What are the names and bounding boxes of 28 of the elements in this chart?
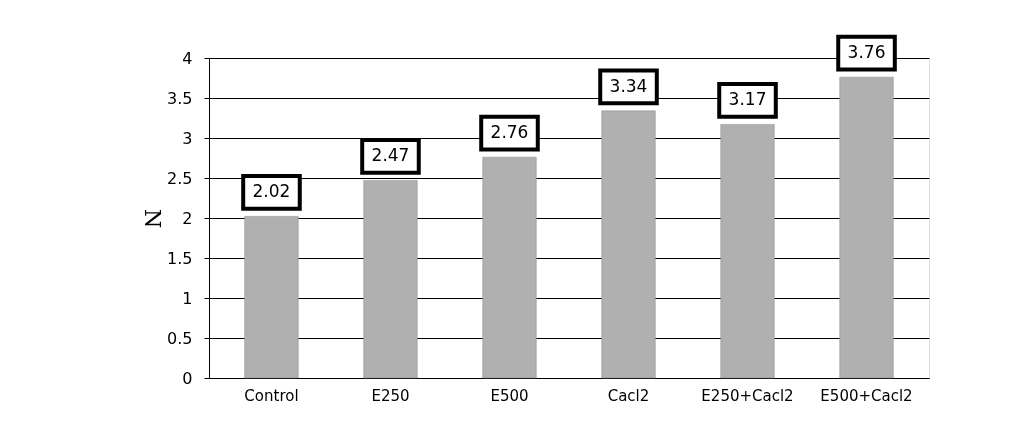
bar xyxy=(720,124,775,379)
bar xyxy=(839,76,894,379)
y-axis-title: N xyxy=(139,208,165,229)
y-tick-label: 3 xyxy=(182,128,193,148)
x-tick-label: E500 xyxy=(490,386,529,405)
data-label: 2.76 xyxy=(490,122,529,143)
x-tick-label: Control xyxy=(244,386,299,405)
y-tick-label: 1.5 xyxy=(167,248,193,268)
x-tick-label: Cacl2 xyxy=(607,386,650,405)
y-tick-label: 2.5 xyxy=(167,168,193,188)
data-label: 3.17 xyxy=(728,89,767,110)
y-tick-label: 4 xyxy=(182,48,193,68)
bar xyxy=(601,110,656,379)
x-tick-label: E250+Cacl2 xyxy=(701,386,794,405)
y-tick-label: 3.5 xyxy=(167,88,193,108)
x-tick-label: E500+Cacl2 xyxy=(820,386,913,405)
data-label: 2.02 xyxy=(252,181,291,202)
data-label: 2.47 xyxy=(371,145,410,166)
bar xyxy=(244,216,299,379)
bar xyxy=(363,180,418,379)
y-tick-label: 1 xyxy=(182,288,193,308)
y-tick-label: 2 xyxy=(182,208,193,228)
x-tick-label: E250 xyxy=(371,386,410,405)
data-label: 3.76 xyxy=(847,42,886,63)
y-tick-label: 0.5 xyxy=(167,328,193,348)
y-tick-label: 0 xyxy=(182,368,193,388)
bar xyxy=(482,156,537,379)
data-label: 3.34 xyxy=(609,75,648,96)
